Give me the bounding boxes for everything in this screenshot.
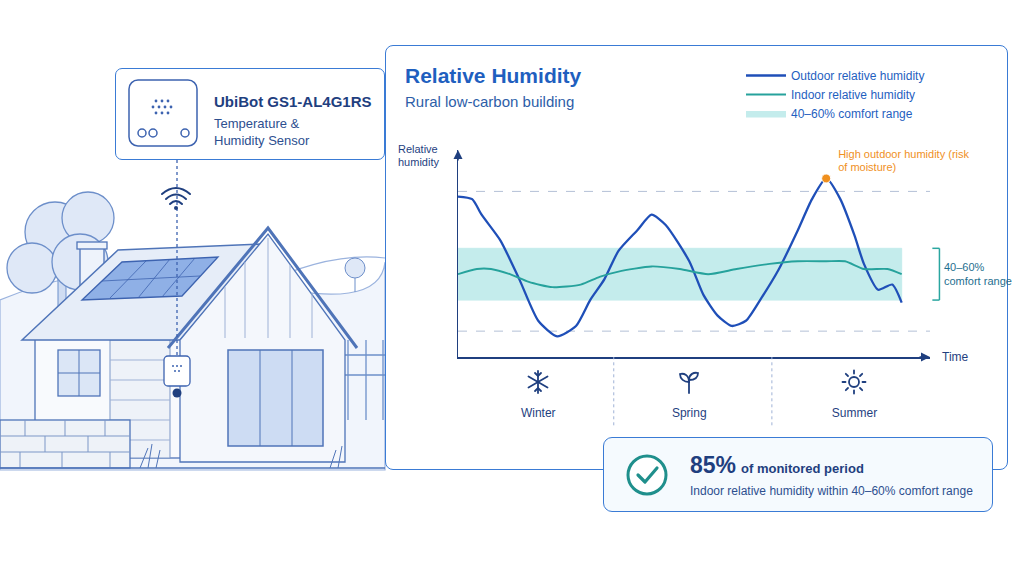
html-text:85% of monitored period: 85% of monitored period — [690, 452, 864, 478]
svg-text:Outdoor relative humidity: Outdoor relative humidity — [791, 69, 924, 83]
svg-text:Time: Time — [942, 350, 969, 364]
svg-text:Winter: Winter — [521, 406, 556, 420]
html-text:Temperature & Humidity Sensor: Temperature & Humidity Sensor — [214, 116, 310, 148]
html-text:Indoor relative humidity withi: Indoor relative humidity within 40–60% c… — [690, 484, 973, 498]
html-text:40–60% comfort range: 40–60% comfort range — [944, 261, 1012, 288]
svg-text:Indoor relative humidity: Indoor relative humidity — [791, 88, 915, 102]
svg-text:Summer: Summer — [832, 406, 877, 420]
svg-text:40–60% comfort range: 40–60% comfort range — [791, 107, 913, 121]
html-text:Relative humidity: Relative humidity — [398, 143, 439, 168]
html-text:High outdoor humidity (risk of: High outdoor humidity (risk of moisture) — [838, 148, 969, 174]
html-text:Rural low-carbon building: Rural low-carbon building — [405, 93, 575, 110]
html-text:UbiBot GS1-AL4G1RS: UbiBot GS1-AL4G1RS — [214, 93, 372, 110]
html-text:Relative Humidity: Relative Humidity — [405, 64, 582, 87]
svg-text:Spring: Spring — [672, 406, 707, 420]
